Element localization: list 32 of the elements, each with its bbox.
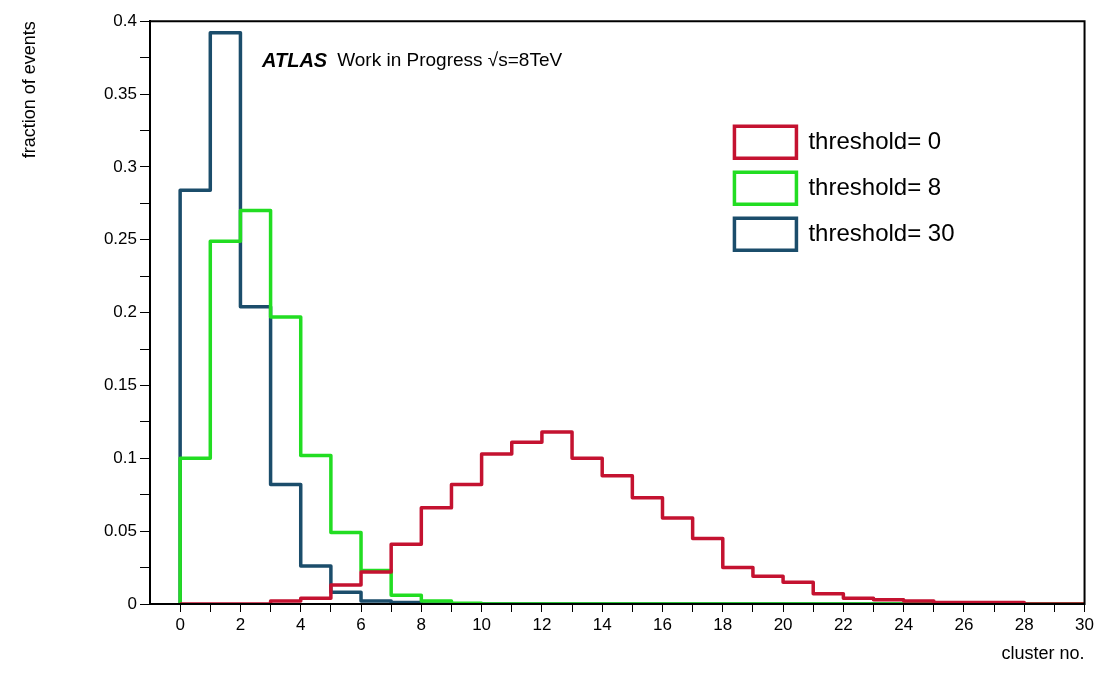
y-tick-label: 0.15 [103,375,137,395]
x-tick-label: 14 [592,614,612,634]
legend-label: threshold= 0 [808,126,942,154]
y-tick-label: 0 [127,593,137,613]
y-axis-title: fraction of events [18,21,39,159]
annotation: Work in Progress √s=8TeV [337,49,563,71]
x-tick-label: 28 [1014,614,1034,634]
y-tick-label: 0.25 [103,229,137,249]
x-tick-label: 18 [713,614,733,634]
legend-label: threshold= 8 [808,172,942,200]
x-tick-label: 8 [416,614,427,634]
legend-label: threshold= 30 [808,218,955,246]
x-tick-label: 24 [894,614,914,634]
x-tick-label: 0 [175,614,185,634]
x-tick-label: 6 [356,614,366,634]
y-tick-label: 0.1 [113,447,137,467]
x-tick-label: 20 [773,614,793,634]
y-tick-label: 0.2 [113,302,137,322]
x-tick-label: 2 [235,614,246,634]
x-tick-label: 30 [1075,614,1095,634]
y-tick-label: 0.05 [103,520,137,540]
x-tick-label: 4 [296,614,306,634]
x-tick-label: 16 [653,614,672,634]
x-tick-label: 10 [472,614,492,634]
y-tick-label: 0.35 [103,83,137,103]
x-axis-title: cluster no. [1001,642,1085,663]
x-tick-label: 22 [833,614,853,634]
x-tick-label: 26 [954,614,974,634]
y-tick-label: 0.3 [113,156,137,176]
x-tick-label: 12 [532,614,552,634]
y-tick-label: 0.4 [113,10,137,30]
annotation: ATLAS [261,48,328,71]
